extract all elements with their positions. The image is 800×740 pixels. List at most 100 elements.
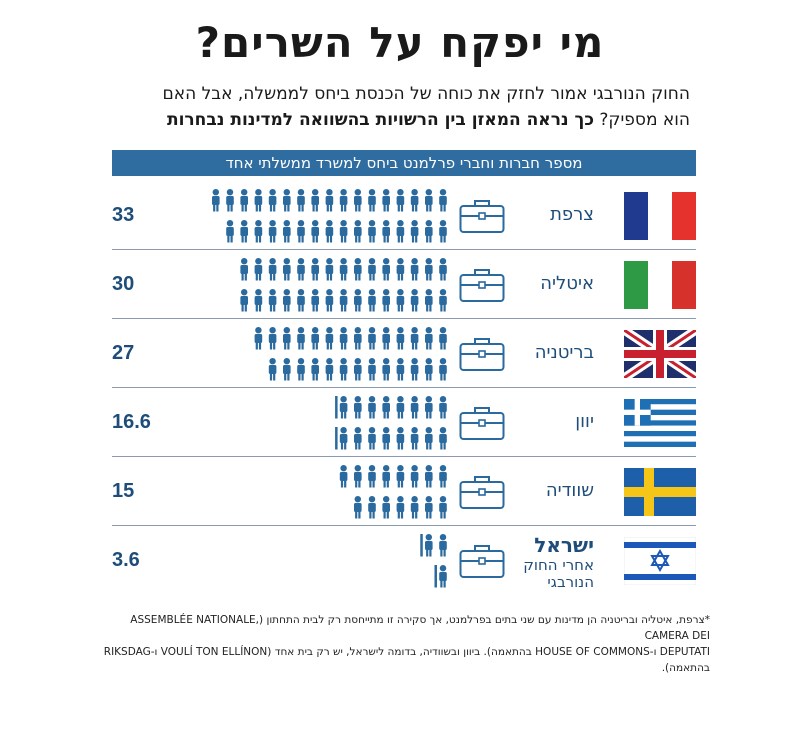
person-icon <box>368 396 376 419</box>
person-icon <box>226 220 234 243</box>
person-icon <box>396 327 405 350</box>
person-icon <box>354 496 362 519</box>
person-icon <box>297 189 305 212</box>
subtitle-plain: הוא מספיק? <box>594 110 690 130</box>
briefcase-icon <box>459 338 505 371</box>
person-icon <box>368 220 376 243</box>
chart-header-bar: מספר חברות וחברי פרלמנט ביחס למשרד ממשלת… <box>112 150 696 176</box>
person-icon <box>339 258 348 281</box>
person-icon <box>354 289 362 312</box>
people-icons <box>420 534 447 588</box>
subtitle-line-1: החוק הנורבגי אמור לחזק את כוחה של הכנסת … <box>162 84 690 104</box>
briefcase-icon <box>459 269 505 302</box>
person-icon <box>311 220 319 243</box>
person-icon <box>311 327 319 350</box>
person-icon <box>311 289 319 312</box>
person-icon <box>254 289 263 312</box>
person-icon <box>354 358 362 381</box>
person-icon <box>410 289 419 312</box>
person-icon <box>410 189 419 212</box>
briefcase-icon <box>459 545 505 578</box>
person-icon <box>382 189 390 212</box>
person-icon <box>339 189 348 212</box>
person-icon <box>425 534 433 557</box>
person-icon <box>410 465 419 488</box>
person-icon <box>325 358 334 381</box>
person-icon <box>368 189 376 212</box>
value-label: 3.6 <box>112 549 140 571</box>
people-icons <box>254 327 447 381</box>
person-icon <box>283 189 291 212</box>
person-icon <box>382 427 390 450</box>
country-label-sub: אחרי החוק <box>523 556 594 574</box>
uk-flag-icon <box>624 330 696 378</box>
person-icon <box>268 220 277 243</box>
person-icon <box>439 220 447 243</box>
person-icon <box>382 289 390 312</box>
person-icon <box>354 327 362 350</box>
person-icon <box>425 327 433 350</box>
person-icon <box>325 327 334 350</box>
person-icon <box>382 220 390 243</box>
person-icon <box>240 289 248 312</box>
country-label: איטליה <box>540 273 594 294</box>
person-icon <box>254 258 263 281</box>
person-icon <box>268 189 277 212</box>
value-label: 15 <box>112 480 135 502</box>
person-icon <box>439 534 447 557</box>
country-label-sub: הנורבגי <box>547 573 594 591</box>
person-icon <box>396 189 405 212</box>
row-divider <box>112 456 696 457</box>
person-icon <box>368 258 376 281</box>
person-icon <box>425 189 433 212</box>
person-icon <box>368 465 376 488</box>
person-icon <box>439 496 447 519</box>
person-icon <box>425 496 433 519</box>
sweden-flag-icon <box>624 468 696 516</box>
people-icons <box>212 189 447 243</box>
person-icon <box>354 465 362 488</box>
person-icon <box>410 496 419 519</box>
person-icon <box>325 258 334 281</box>
person-icon <box>254 220 263 243</box>
footnote: *צרפת, איטליה ובריטניה הן מדינות עם שני … <box>90 612 710 676</box>
person-icon <box>368 289 376 312</box>
person-icon <box>410 427 419 450</box>
person-icon <box>382 327 390 350</box>
person-icon <box>283 358 291 381</box>
person-icon <box>425 358 433 381</box>
person-icon <box>354 396 362 419</box>
person-icon <box>339 327 348 350</box>
row-divider <box>112 318 696 319</box>
person-icon <box>297 289 305 312</box>
footnote-line-2: DEPUTATI ו-HOUSE OF COMMONS בהתאמה). ביו… <box>103 646 710 674</box>
value-label: 27 <box>112 342 135 364</box>
person-icon <box>268 358 277 381</box>
subtitle-bold: כך נראה המאזן בין הרשויות בהשוואה למדינו… <box>166 110 594 130</box>
greece-flag-icon <box>624 399 696 447</box>
person-icon <box>339 220 348 243</box>
person-icon <box>439 258 447 281</box>
person-icon <box>354 220 362 243</box>
person-icon <box>439 396 447 419</box>
person-icon <box>311 189 319 212</box>
person-icon <box>425 220 433 243</box>
person-icon <box>297 327 305 350</box>
person-icon <box>325 189 334 212</box>
person-icon <box>410 358 419 381</box>
person-icon <box>410 327 419 350</box>
israel-flag-icon <box>624 537 696 585</box>
person-icon <box>240 258 248 281</box>
value-label: 16.6 <box>112 411 151 433</box>
person-icon <box>425 289 433 312</box>
person-icon <box>439 189 447 212</box>
partial-person-mark <box>434 565 437 588</box>
person-icon <box>268 289 277 312</box>
country-label: צרפת <box>550 204 594 225</box>
people-icons <box>335 396 447 450</box>
person-icon <box>396 220 405 243</box>
person-icon <box>425 465 433 488</box>
person-icon <box>368 358 376 381</box>
person-icon <box>283 220 291 243</box>
person-icon <box>297 358 305 381</box>
